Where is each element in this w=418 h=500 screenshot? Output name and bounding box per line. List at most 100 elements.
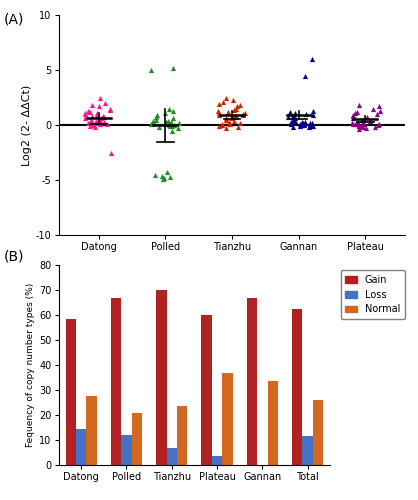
Point (354, 120, 361, 128)
Point (103, 120, 110, 128)
Point (215, 106, 222, 114)
Point (160, 175, 167, 183)
Point (292, 114, 298, 122)
Point (167, 172, 174, 180)
Point (108, 148, 115, 156)
Point (306, 122, 312, 130)
Point (94, 119, 100, 127)
Point (309, 55, 316, 63)
Point (357, 122, 364, 130)
Point (349, 119, 355, 127)
Point (308, 120, 315, 128)
Point (148, 120, 154, 128)
Point (216, 122, 222, 130)
Bar (76, 428, 87, 465)
Point (166, 104, 173, 112)
Point (350, 114, 357, 122)
Point (376, 120, 383, 128)
Point (160, 174, 167, 182)
Point (153, 114, 160, 122)
Point (162, 120, 169, 128)
Point (355, 126, 362, 134)
Point (375, 102, 382, 110)
Text: (A): (A) (4, 12, 25, 26)
Point (89, 118, 96, 126)
Point (296, 120, 303, 128)
Point (310, 111, 316, 119)
Point (372, 123, 378, 131)
Point (301, 118, 308, 126)
Point (355, 122, 362, 130)
Point (168, 126, 175, 134)
Bar (111, 298, 121, 465)
Point (165, 117, 171, 125)
Point (89, 101, 96, 109)
Point (163, 168, 170, 176)
Point (215, 111, 222, 119)
Point (167, 118, 174, 126)
Point (301, 120, 307, 128)
Point (169, 106, 176, 114)
Point (219, 98, 226, 106)
Point (222, 124, 229, 132)
Point (359, 122, 366, 130)
Point (240, 110, 246, 118)
Point (96, 102, 102, 110)
Point (97, 116, 104, 124)
Point (84, 106, 91, 114)
Point (231, 106, 237, 114)
Point (370, 104, 377, 112)
Point (150, 116, 156, 124)
Y-axis label: Fequency of copy number types (%): Fequency of copy number types (%) (26, 283, 35, 447)
Point (349, 111, 356, 119)
Point (376, 106, 383, 114)
Point (228, 114, 235, 122)
Bar (292, 308, 302, 465)
Bar (166, 448, 177, 465)
Point (349, 120, 356, 128)
Point (307, 120, 314, 128)
Point (87, 108, 93, 116)
Point (218, 121, 225, 129)
Point (363, 114, 370, 122)
Point (237, 101, 244, 109)
Point (89, 112, 95, 120)
Point (170, 114, 176, 122)
Point (170, 64, 176, 72)
Point (92, 123, 99, 131)
Point (359, 116, 365, 124)
Point (290, 116, 297, 124)
Point (299, 118, 306, 126)
Point (235, 123, 242, 131)
Point (297, 121, 304, 129)
Bar (66, 319, 76, 465)
Point (82, 110, 88, 118)
Bar (201, 315, 212, 465)
Point (216, 110, 222, 118)
Point (107, 106, 114, 114)
Point (88, 116, 95, 124)
Point (360, 120, 367, 128)
Point (354, 108, 360, 116)
Point (162, 109, 168, 117)
Point (297, 122, 303, 130)
Point (290, 123, 296, 131)
Point (362, 124, 369, 132)
Point (290, 112, 297, 120)
Bar (313, 400, 323, 465)
Point (158, 172, 165, 179)
Point (356, 121, 363, 129)
Point (233, 112, 240, 120)
Bar (222, 373, 233, 465)
Point (230, 116, 237, 124)
Point (226, 118, 232, 126)
Point (233, 102, 240, 110)
Point (353, 120, 359, 128)
Point (175, 119, 182, 127)
Point (307, 119, 314, 127)
Point (301, 121, 307, 129)
Point (226, 120, 233, 128)
Point (230, 112, 237, 120)
Point (360, 118, 367, 126)
Text: (B): (B) (4, 250, 25, 264)
